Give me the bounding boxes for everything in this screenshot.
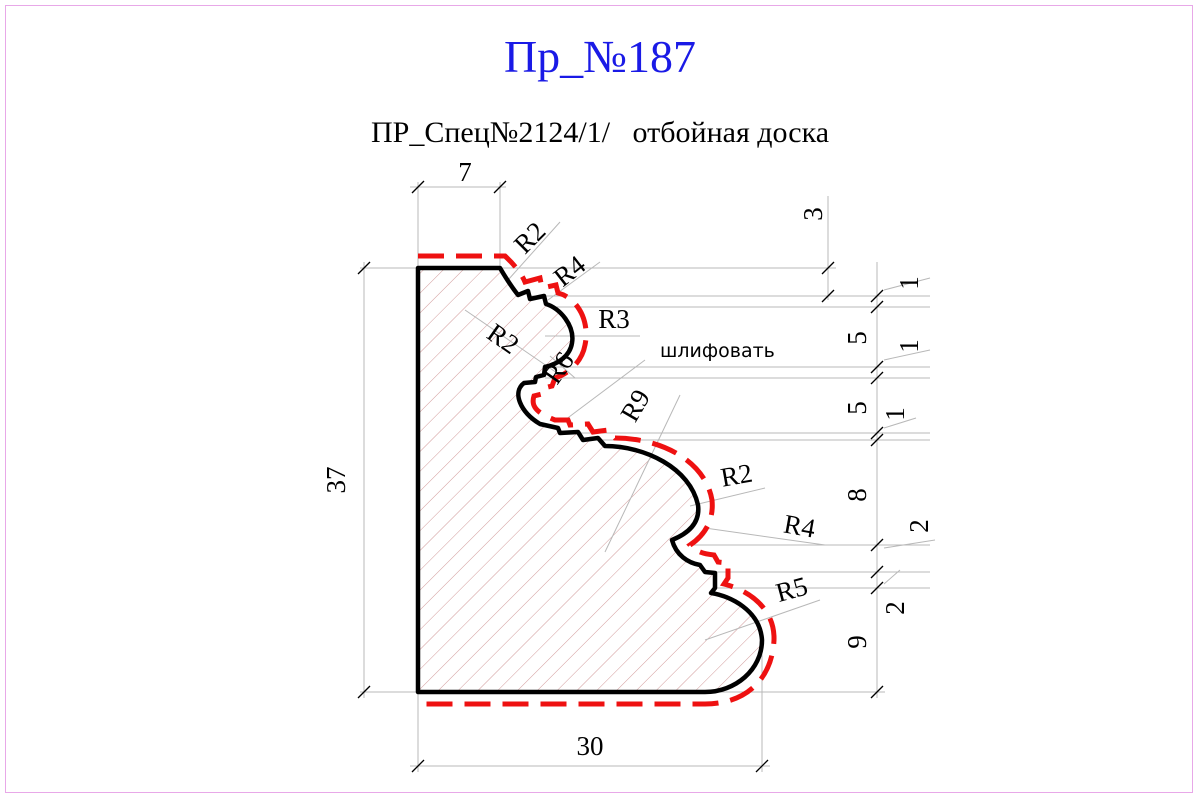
dimension-overall-height: 37 (321, 467, 351, 494)
dimension-right-item: 2 (880, 601, 910, 615)
dimension-right-item: 1 (894, 276, 924, 290)
section-hatch (418, 268, 762, 692)
dimension-right-item: 3 (798, 207, 828, 221)
dimension-right-item: 1 (894, 339, 924, 353)
dimension-top-width: 7 (458, 157, 472, 187)
extension-lines (360, 182, 936, 772)
dimension-right-item: 9 (842, 635, 872, 649)
dimension-ticks (357, 180, 884, 773)
radius-label: R4 (781, 509, 818, 544)
dimension-right-item: 5 (842, 331, 872, 345)
profile-title: Пр_№187 (503, 31, 697, 82)
dimension-right-item: 2 (904, 519, 934, 533)
sanding-note: шлифовать (660, 340, 775, 362)
dimension-right-item: 5 (842, 401, 872, 415)
allowance-dashed-outline (418, 253, 777, 707)
radius-label: R3 (598, 304, 630, 334)
dimension-right-item: 1 (880, 407, 910, 421)
radius-label: R2 (718, 458, 754, 493)
radius-label: R5 (773, 571, 811, 608)
dimension-overall-width: 30 (577, 731, 604, 761)
drawing-frame (5, 5, 1193, 793)
dimension-right-item: 8 (842, 488, 872, 502)
radius-label: R2 (508, 216, 551, 259)
profile-subtitle: ПР_Спец№2124/1/ отбойная доска (370, 116, 830, 149)
radius-label: R9 (614, 384, 656, 426)
dimension-right-stack: 3 1 5 1 5 1 8 2 2 9 (798, 207, 934, 649)
profile-outline (415, 265, 765, 695)
